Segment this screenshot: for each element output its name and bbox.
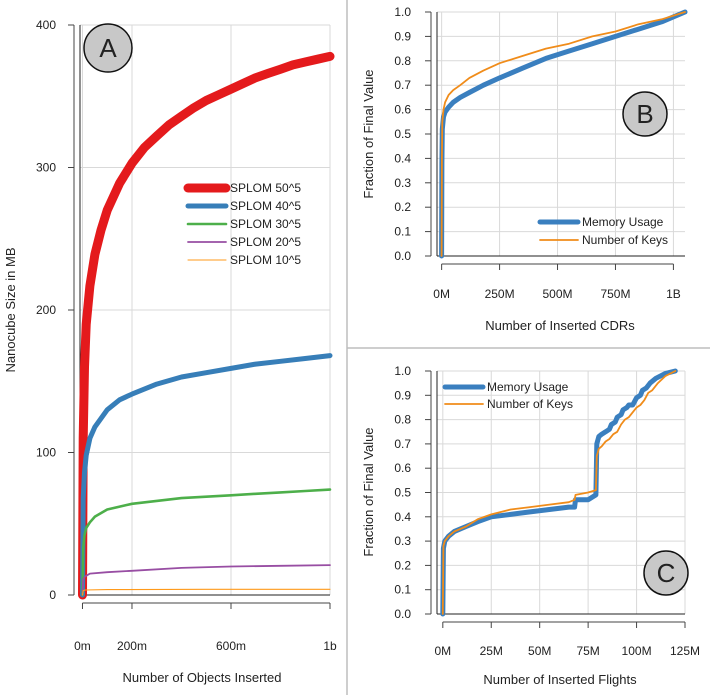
panel-badge bbox=[622, 91, 668, 137]
series-line bbox=[78, 51, 335, 600]
x-tick-label: 750M bbox=[600, 287, 630, 301]
x-tick-label: 50M bbox=[528, 644, 551, 658]
y-tick-label: 0.4 bbox=[394, 510, 411, 524]
y-tick-label: 200 bbox=[36, 303, 56, 317]
x-tick-label: 500M bbox=[543, 287, 573, 301]
x-tick-label: 125M bbox=[670, 644, 700, 658]
x-tick-label: 0M bbox=[433, 287, 450, 301]
y-tick-label: 0.7 bbox=[394, 78, 411, 92]
series-line bbox=[81, 588, 331, 596]
y-tick-label: 0.7 bbox=[394, 437, 411, 451]
series-line bbox=[81, 488, 332, 597]
x-axis-title: Number of Inserted CDRs bbox=[485, 318, 635, 333]
panel-badge-label: C bbox=[657, 558, 676, 588]
panel-badge-label: B bbox=[636, 99, 653, 129]
legend-label: SPLOM 20^5 bbox=[230, 235, 301, 249]
x-axis-title: Number of Inserted Flights bbox=[483, 672, 637, 687]
panel-badge bbox=[643, 550, 689, 596]
y-tick-label: 0 bbox=[49, 588, 56, 602]
series-line bbox=[81, 564, 331, 596]
y-tick-label: 0.9 bbox=[394, 388, 411, 402]
legend-label: Number of Keys bbox=[487, 397, 573, 411]
x-tick-label: 600m bbox=[216, 639, 246, 653]
x-tick-label: 0m bbox=[74, 639, 91, 653]
series-line bbox=[441, 370, 677, 615]
legend-label: Memory Usage bbox=[582, 215, 664, 229]
y-tick-label: 0.9 bbox=[394, 29, 411, 43]
x-tick-label: 25M bbox=[480, 644, 503, 658]
x-axis-title: Number of Objects Inserted bbox=[123, 670, 282, 685]
x-tick-label: 200m bbox=[117, 639, 147, 653]
y-tick-label: 0.8 bbox=[394, 413, 411, 427]
y-tick-label: 400 bbox=[36, 18, 56, 32]
panel-C: 0M 25M 50M 75M 100M 125M 0.0 0.1 0.2 0.3 0.4 0.5 0.6… bbox=[361, 364, 700, 687]
y-tick-label: 0.2 bbox=[394, 200, 411, 214]
y-tick-label: 0.6 bbox=[394, 461, 411, 475]
x-tick-label: 100M bbox=[622, 644, 652, 658]
y-axis-title: Fraction of Final Value bbox=[361, 69, 376, 198]
series-line bbox=[80, 353, 333, 598]
panel-badge-label: A bbox=[99, 33, 117, 63]
x-tick-label: 0M bbox=[434, 644, 451, 658]
y-tick-label: 300 bbox=[36, 161, 56, 175]
x-tick-label: 1b bbox=[323, 639, 337, 653]
legend-label: SPLOM 50^5 bbox=[230, 181, 301, 195]
series-line bbox=[440, 368, 678, 617]
legend-label: Memory Usage bbox=[487, 380, 569, 394]
y-tick-label: 0.5 bbox=[394, 127, 411, 141]
y-tick-label: 100 bbox=[36, 446, 56, 460]
y-tick-label: 0.3 bbox=[394, 534, 411, 548]
x-tick-label: 250M bbox=[485, 287, 515, 301]
y-tick-label: 0.8 bbox=[394, 54, 411, 68]
y-axis-title: Fraction of Final Value bbox=[361, 427, 376, 556]
x-tick-label: 75M bbox=[576, 644, 599, 658]
panel-A: 0m 200m 600m 1b 0 100 200 300 400 Number of Objec… bbox=[3, 18, 337, 685]
panel-B: 0M 250M 500M 750M 1B 0.0 0.1 0.2 0.3 0.4 0.5 0.6 0.7… bbox=[361, 5, 688, 333]
y-tick-label: 0.3 bbox=[394, 176, 411, 190]
legend-label: SPLOM 30^5 bbox=[230, 217, 301, 231]
y-tick-label: 0.1 bbox=[394, 225, 411, 239]
legend-label: SPLOM 10^5 bbox=[230, 253, 301, 267]
y-axis-title: Nanocube Size in MB bbox=[3, 247, 18, 372]
y-tick-label: 1.0 bbox=[394, 364, 411, 378]
y-tick-label: 0.6 bbox=[394, 103, 411, 117]
legend-label: SPLOM 40^5 bbox=[230, 199, 301, 213]
y-tick-label: 1.0 bbox=[394, 5, 411, 19]
y-tick-label: 0.2 bbox=[394, 558, 411, 572]
y-tick-label: 0.0 bbox=[394, 249, 411, 263]
y-tick-label: 0.1 bbox=[394, 583, 411, 597]
legend-label: Number of Keys bbox=[582, 233, 668, 247]
series-line bbox=[440, 11, 686, 257]
panel-badge bbox=[83, 23, 133, 73]
y-tick-label: 0.5 bbox=[394, 486, 411, 500]
y-tick-label: 0.4 bbox=[394, 151, 411, 165]
x-tick-label: 1B bbox=[666, 287, 681, 301]
y-tick-label: 0.0 bbox=[394, 607, 411, 621]
